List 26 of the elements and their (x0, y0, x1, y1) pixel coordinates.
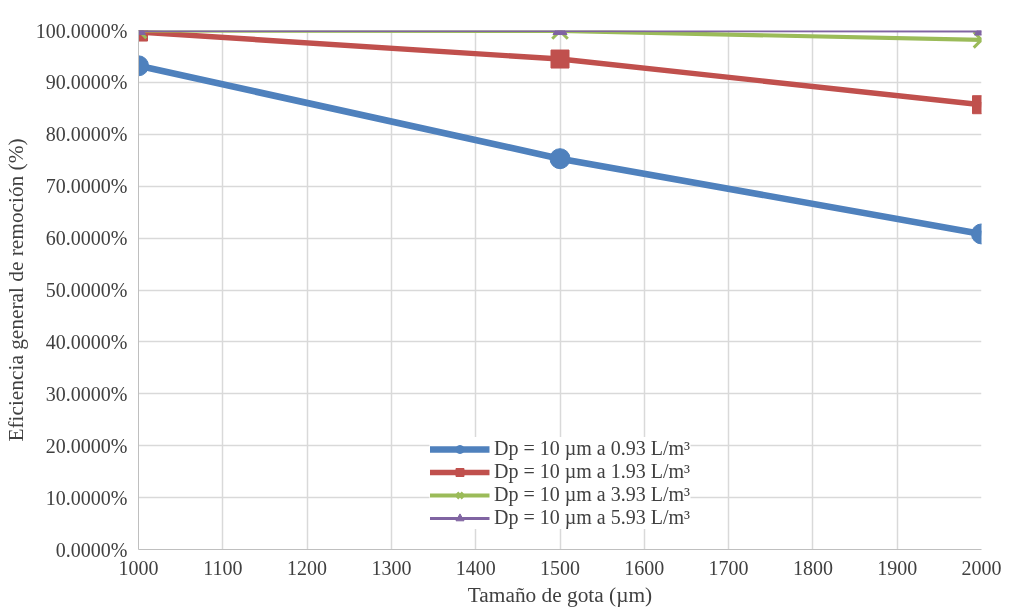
y-tick-label: 80.0000% (45, 123, 128, 146)
x-tick-label: 1800 (792, 556, 833, 579)
y-tick-label: 10.0000% (45, 486, 128, 509)
y-tick-label: 30.0000% (45, 382, 128, 405)
legend-label: Dp = 10 µm a 0.93 L/m³ (493, 437, 691, 460)
x-tick-label: 1200 (287, 556, 328, 579)
y-axis-title: Eficiencia general de remoción (%) (3, 138, 28, 442)
x-tick-label: 1500 (540, 556, 580, 579)
y-tick-label: 60.0000% (45, 227, 128, 250)
legend-label: Dp = 10 µm a 5.93 L/m³ (493, 506, 691, 529)
x-tick-label: 1300 (371, 556, 412, 579)
y-tick-label: 20.0000% (45, 434, 128, 457)
y-tick-label: 50.0000% (45, 279, 128, 301)
legend-label: Dp = 10 µm a 3.93 L/m³ (493, 483, 691, 506)
x-axis-title: Tamaño de gota (µm) (467, 582, 653, 607)
x-tick-label: 1400 (455, 556, 496, 579)
x-tick-label: 1600 (624, 556, 665, 579)
x-tick-label: 1700 (708, 556, 749, 579)
y-tick-label: 90.0000% (45, 71, 128, 94)
x-tick-label: 2000 (961, 556, 1002, 579)
y-tick-label: 40.0000% (45, 330, 128, 353)
y-tick-label: 70.0000% (45, 175, 128, 198)
x-tick-label: 1100 (203, 556, 243, 579)
x-tick-label: 1900 (877, 556, 918, 579)
legend-label: Dp = 10 µm a 1.93 L/m³ (493, 460, 691, 483)
y-tick-label: 100.0000% (35, 19, 128, 42)
